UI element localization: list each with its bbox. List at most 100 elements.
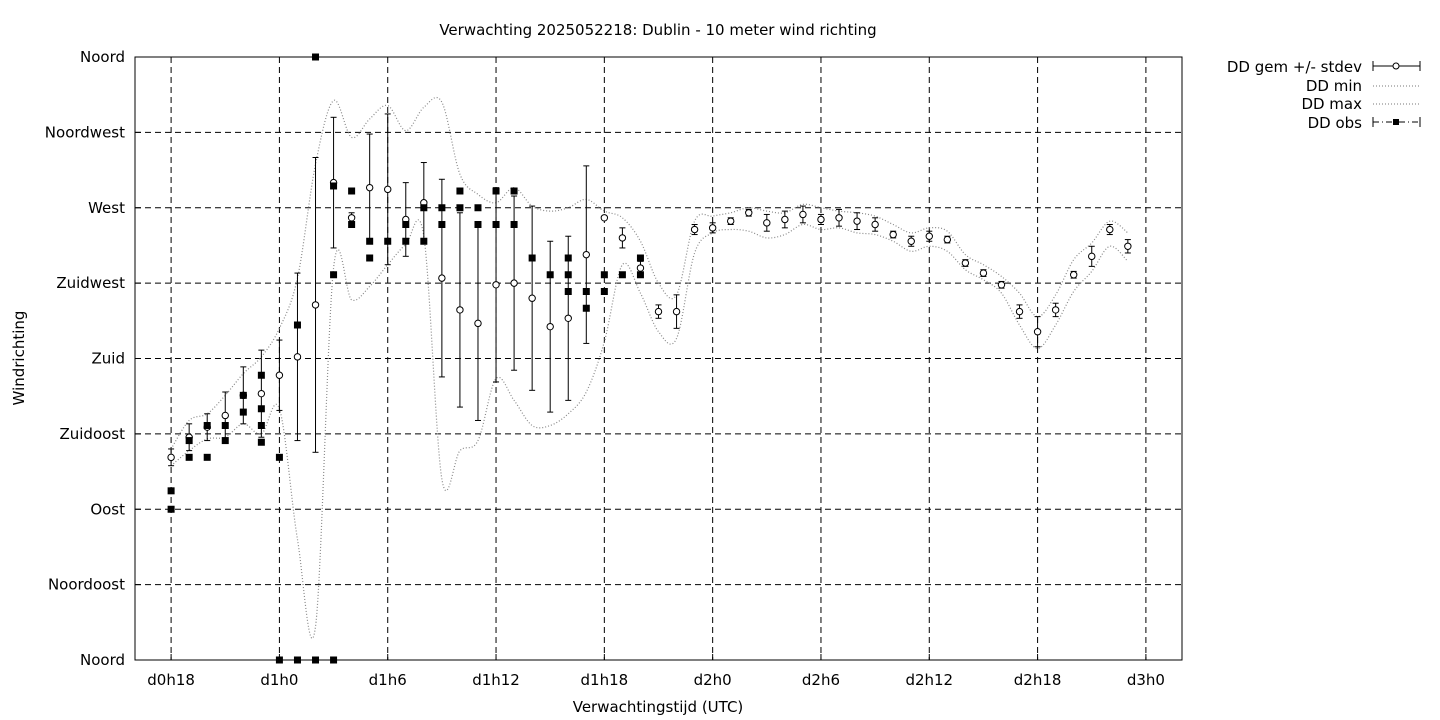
obs-point xyxy=(221,437,229,445)
obs-point xyxy=(546,271,554,279)
x-tick-label: d3h0 xyxy=(1127,671,1165,689)
mean-point xyxy=(564,235,572,401)
x-tick-label: d2h12 xyxy=(905,671,953,689)
mean-point xyxy=(420,162,428,244)
x-tick-label: d1h12 xyxy=(472,671,520,689)
y-tick-label: West xyxy=(88,199,125,217)
obs-point xyxy=(564,254,572,262)
obs-point xyxy=(330,182,338,190)
obs-point xyxy=(167,505,175,513)
mean-point xyxy=(402,182,410,257)
obs-point xyxy=(275,453,283,461)
mean-point xyxy=(997,280,1006,289)
x-tick-label: d2h0 xyxy=(694,671,732,689)
obs-point xyxy=(456,204,464,212)
x-tick-label: d2h18 xyxy=(1014,671,1062,689)
obs-point xyxy=(510,187,518,195)
dd-max-series xyxy=(170,97,1129,450)
obs-point xyxy=(348,187,356,195)
mean-point xyxy=(600,214,609,222)
mean-point xyxy=(275,339,284,411)
mean-point xyxy=(654,304,663,319)
x-tick-label: d1h6 xyxy=(369,671,407,689)
mean-point xyxy=(365,133,374,242)
mean-point xyxy=(907,235,915,247)
obs-point xyxy=(293,321,301,329)
obs-point xyxy=(474,221,482,228)
legend-label-mean: DD gem +/- stdev xyxy=(1227,58,1362,76)
obs-point xyxy=(528,254,536,262)
obs-point xyxy=(167,487,175,495)
obs-point xyxy=(582,304,590,312)
legend-label-max: DD max xyxy=(1301,95,1362,113)
obs-point xyxy=(203,422,211,429)
mean-point xyxy=(1088,245,1096,267)
obs-point xyxy=(420,237,428,245)
mean-point xyxy=(528,205,536,391)
plot-frame xyxy=(134,56,1183,661)
y-tick-label: Noord xyxy=(80,651,125,669)
mean-point xyxy=(618,227,627,249)
y-tick-label: Oost xyxy=(90,500,125,518)
mean-point xyxy=(1124,239,1132,254)
obs-point xyxy=(185,437,193,445)
obs-point xyxy=(185,453,193,461)
obs-point xyxy=(402,221,410,228)
chart-title: Verwachting 2025052218: Dublin - 10 mete… xyxy=(439,21,876,39)
mean-point xyxy=(727,217,735,225)
obs-point xyxy=(330,271,338,279)
x-tick-label: d1h18 xyxy=(581,671,629,689)
legend-item-min: DD min xyxy=(1306,77,1420,95)
obs-point xyxy=(492,221,500,228)
obs-point xyxy=(456,187,464,195)
mean-point xyxy=(456,212,464,408)
mean-point xyxy=(690,224,699,236)
obs-point xyxy=(420,204,428,212)
mean-point xyxy=(835,208,843,227)
y-tick-label: Zuid xyxy=(92,350,125,368)
obs-point xyxy=(257,405,265,413)
obs-point xyxy=(600,271,608,279)
obs-point xyxy=(402,237,410,245)
obs-point xyxy=(600,288,608,295)
x-tick-label: d2h6 xyxy=(802,671,840,689)
legend-item-obs: DD obs xyxy=(1308,114,1421,132)
x-axis-label: Verwachtingstijd (UTC) xyxy=(573,698,744,716)
mean-point xyxy=(1069,270,1078,279)
obs-point xyxy=(239,391,247,399)
obs-point xyxy=(348,221,356,228)
mean-point xyxy=(708,222,717,234)
x-tick-label: d0h18 xyxy=(147,671,195,689)
obs-point xyxy=(438,204,446,212)
mean-point xyxy=(311,157,320,453)
obs-point xyxy=(384,237,392,245)
legend-item-mean: DD gem +/- stdev xyxy=(1227,58,1421,76)
obs-point xyxy=(510,221,518,228)
mean-point xyxy=(961,259,970,267)
dd-max-line xyxy=(170,97,1129,450)
mean-point xyxy=(817,213,825,225)
obs-point xyxy=(366,237,374,245)
mean-point xyxy=(167,448,175,467)
dd-mean-stdev-series xyxy=(167,113,1132,467)
mean-point xyxy=(1051,302,1060,318)
mean-point xyxy=(438,178,446,378)
x-tick-labels: d0h18 d1h0 d1h6 d1h12 d1h18 d2h0 d2h6 d2h12 d2h1… xyxy=(147,671,1165,689)
mean-point xyxy=(763,213,771,232)
obs-point xyxy=(203,453,211,461)
mean-point xyxy=(799,205,807,224)
mean-point xyxy=(1106,224,1114,236)
y-tick-label: Zuidoost xyxy=(59,425,125,443)
mean-point xyxy=(781,210,789,229)
y-axis-label: Windrichting xyxy=(10,311,28,406)
mean-point xyxy=(979,269,988,277)
mean-point xyxy=(221,391,229,440)
obs-point xyxy=(564,271,572,279)
obs-point xyxy=(618,271,626,279)
legend-item-max: DD max xyxy=(1301,95,1420,113)
obs-point xyxy=(438,221,446,228)
mean-point xyxy=(474,225,482,421)
y-tick-label: Noordoost xyxy=(48,576,125,594)
obs-point xyxy=(636,271,644,279)
